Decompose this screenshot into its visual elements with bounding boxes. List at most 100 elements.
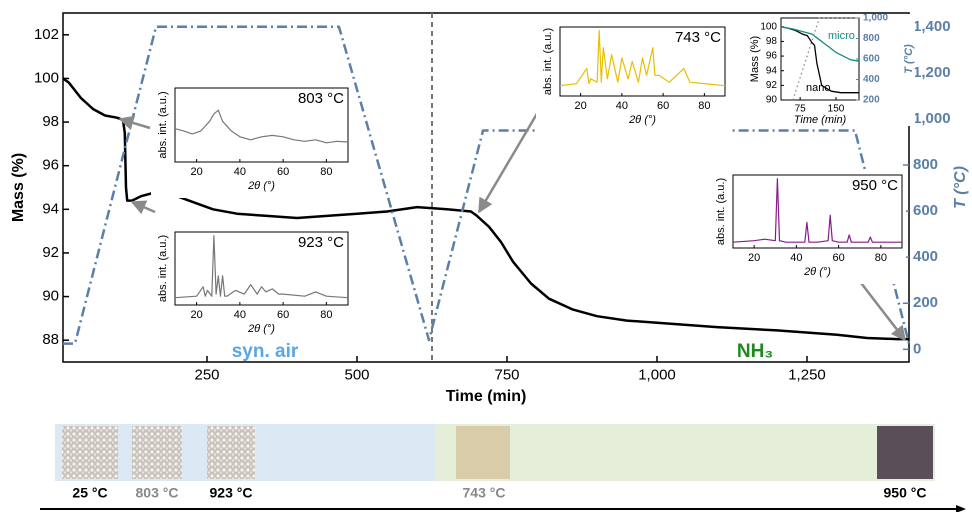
x-tick-label: 80 <box>320 309 332 321</box>
y-axis-label: abs. int. (a.u.) <box>542 28 554 95</box>
y2-tick-label: 800 <box>863 33 880 44</box>
y2-tick-label: 400 <box>863 74 880 85</box>
x-tick-label: 60 <box>657 100 669 112</box>
y-tick-label: 100 <box>760 21 777 32</box>
y2-tick-label: 1,400 <box>913 18 951 35</box>
plot-frame <box>174 87 349 163</box>
insets: 20 40 60 80 803 °C 2θ (°) abs. int. (a.u.) 20 40… <box>151 13 915 341</box>
plot-frame <box>62 12 910 363</box>
inset-background <box>741 14 915 126</box>
plot-frame <box>174 231 349 306</box>
x-tick-label: 1,000 <box>638 366 676 383</box>
y-axis-label: abs. int. (a.u.) <box>715 178 727 245</box>
x-axis-label: 2θ (°) <box>803 266 831 278</box>
y-tick-label: 96 <box>766 51 778 62</box>
x-tick-label: 40 <box>234 309 246 321</box>
y-axis-label: Mass (%) <box>749 36 761 82</box>
inset-title: 803 °C <box>298 90 344 107</box>
timeline: 25 °C 803 °C 923 °C 743 °C 950 °C <box>40 424 966 512</box>
inset-title: 950 °C <box>852 177 898 194</box>
nh3-band <box>435 424 935 481</box>
y-tick-label: 94 <box>42 200 59 217</box>
y2-tick-label: 200 <box>863 95 880 106</box>
photo <box>132 426 182 479</box>
y2-tick-label: 1,000 <box>913 110 951 127</box>
series-label: nano <box>806 82 830 94</box>
x-tick-label: 75 <box>795 104 807 115</box>
series-line <box>174 109 349 144</box>
x-tick-label: 40 <box>234 166 246 178</box>
y2-axis-label: T (°C) <box>952 166 969 209</box>
y2-tick-label: 0 <box>913 340 921 357</box>
x-tick-label: 20 <box>191 166 203 178</box>
y2-tick-label: 1,000 <box>863 13 888 24</box>
x-tick-label: 80 <box>875 252 887 264</box>
x-tick-label: 150 <box>828 104 845 115</box>
series-line <box>559 29 726 87</box>
y2-tick-label: 1,200 <box>913 64 951 81</box>
x-tick-label: 60 <box>277 166 289 178</box>
x-tick-label: 250 <box>194 366 219 383</box>
x-axis-label: Time (min) <box>446 388 527 405</box>
y2-axis-label: T (°C) <box>903 44 915 74</box>
photo <box>877 426 933 479</box>
x-tick-label: 20 <box>748 252 760 264</box>
series-line <box>63 25 911 345</box>
main-chart: 250 500 750 1,000 1,250889092949698100102020… <box>10 12 969 405</box>
inset-background <box>536 23 729 132</box>
x-tick-label: 20 <box>191 309 203 321</box>
y-tick-label: 90 <box>42 288 59 305</box>
photo <box>207 426 255 479</box>
y2-tick-label: 600 <box>863 54 880 65</box>
x-tick-label: 80 <box>320 166 332 178</box>
inset-background <box>151 228 352 341</box>
y-tick-label: 96 <box>42 157 59 174</box>
x-tick-label: 40 <box>790 252 802 264</box>
sample-label: 743 °C <box>463 485 506 501</box>
x-tick-label: 60 <box>833 252 845 264</box>
y-tick-label: 102 <box>34 26 59 43</box>
series-label: micro <box>828 30 855 42</box>
x-tick-label: 1,250 <box>788 366 826 383</box>
y-axis-label: abs. int. (a.u.) <box>157 91 169 158</box>
y-tick-label: 90 <box>766 95 778 106</box>
sample-label: 923 °C <box>210 485 253 501</box>
plot-frame <box>732 174 903 249</box>
series-line <box>62 77 909 341</box>
y-tick-label: 88 <box>42 331 59 348</box>
x-axis-label: 2θ (°) <box>628 114 656 126</box>
annotation: syn. air <box>232 341 299 362</box>
y2-tick-label: 800 <box>913 156 938 173</box>
y-axis-label: abs. int. (a.u.) <box>157 235 169 302</box>
photo <box>62 426 118 479</box>
sample-label: 950 °C <box>884 485 927 501</box>
series-line <box>174 235 349 299</box>
y2-tick-label: 200 <box>913 294 938 311</box>
series-line <box>792 17 859 101</box>
y-tick-label: 98 <box>42 113 59 130</box>
y-tick-label: 98 <box>766 36 778 47</box>
annotation: NH₃ <box>737 341 773 362</box>
sample-label: 25 °C <box>72 485 107 501</box>
y-tick-label: 92 <box>42 244 59 261</box>
y2-tick-label: 400 <box>913 248 938 265</box>
plot-frame <box>559 26 726 97</box>
series-line <box>732 178 902 243</box>
y-tick-label: 100 <box>34 69 59 86</box>
mass-inset: 75 150 90 92 94 96 98 100 200 400 600 800 1,000 Time … <box>741 13 915 126</box>
time-arrow-head <box>956 505 966 512</box>
x-tick-label: 500 <box>344 366 369 383</box>
y-axis-label: Mass (%) <box>10 153 27 222</box>
x-tick-label: 40 <box>616 100 628 112</box>
x-tick-label: 20 <box>575 100 587 112</box>
x-axis-label: 2θ (°) <box>247 323 275 335</box>
x-tick-label: 750 <box>494 366 519 383</box>
y-tick-label: 92 <box>766 80 778 91</box>
sample-label: 803 °C <box>136 485 179 501</box>
x-tick-label: 80 <box>698 100 710 112</box>
y2-tick-label: 600 <box>913 202 938 219</box>
arrow <box>118 115 151 131</box>
x-axis-label: Time (min) <box>794 114 847 126</box>
